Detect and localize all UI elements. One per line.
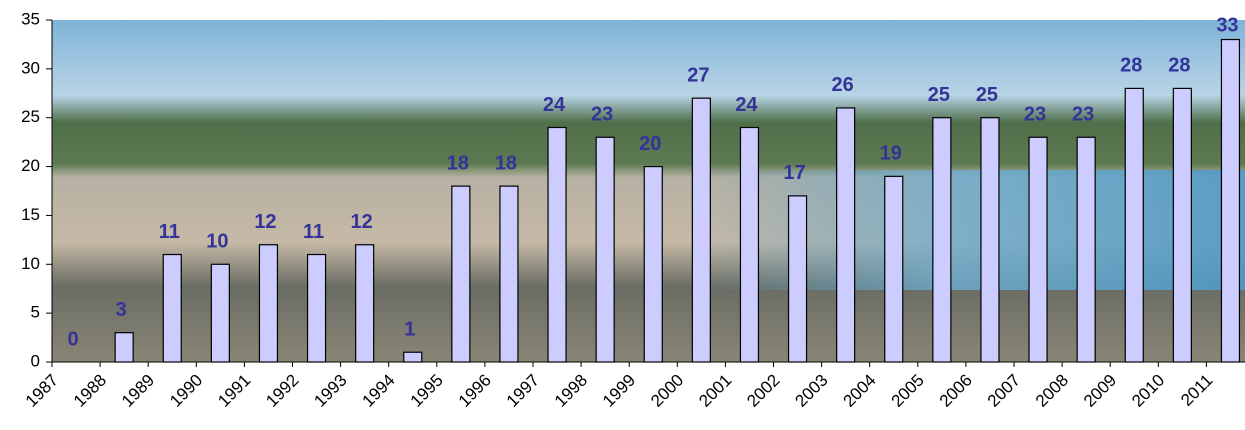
- value-label: 25: [976, 84, 998, 106]
- x-tick-label: 2003: [791, 371, 831, 411]
- bar: [643, 165, 663, 363]
- y-tick-label: 35: [21, 9, 40, 28]
- y-tick-label: 25: [21, 107, 40, 126]
- y-tick-label: 0: [31, 351, 40, 370]
- y-tick-label: 20: [21, 156, 40, 175]
- x-tick-label: 2001: [695, 371, 735, 411]
- x-tick-label: 1990: [166, 371, 206, 411]
- x-tick-label: 1993: [310, 371, 350, 411]
- value-label: 23: [1072, 104, 1094, 126]
- x-tick-label: 1999: [599, 371, 639, 411]
- value-label: 19: [880, 143, 902, 165]
- bar: [1076, 136, 1096, 363]
- value-label: 23: [1024, 104, 1046, 126]
- y-tick-label: 30: [21, 58, 40, 77]
- x-tick-label: 2002: [743, 371, 783, 411]
- bar: [451, 185, 471, 363]
- y-tick-label: 15: [21, 205, 40, 224]
- bar: [547, 126, 567, 363]
- x-tick-label: 1994: [359, 371, 399, 411]
- bar: [1028, 136, 1048, 363]
- value-label: 28: [1120, 55, 1142, 77]
- value-label: 24: [735, 94, 758, 116]
- value-label: 17: [783, 162, 805, 184]
- value-label: 27: [687, 64, 709, 86]
- x-tick-label: 2004: [840, 371, 880, 411]
- value-label: 33: [1216, 14, 1238, 36]
- x-tick-label: 1996: [455, 371, 495, 411]
- value-label: 18: [447, 152, 469, 174]
- y-tick-label: 5: [31, 303, 40, 322]
- x-tick-label: 2007: [984, 371, 1024, 411]
- x-tick-label: 2000: [647, 371, 687, 411]
- value-label: 12: [254, 211, 276, 233]
- bar: [114, 332, 134, 363]
- bar: [499, 185, 519, 363]
- x-tick-label: 2008: [1032, 371, 1072, 411]
- bar: [595, 136, 615, 363]
- bar: [210, 263, 230, 363]
- bar: [739, 126, 760, 363]
- y-tick-label: 10: [21, 254, 40, 273]
- bar: [403, 351, 423, 363]
- bar: [1220, 38, 1241, 363]
- bar: [1172, 87, 1192, 363]
- bar: [162, 253, 182, 363]
- bar: [258, 244, 279, 363]
- bar: [1124, 87, 1144, 363]
- x-tick-label: 2010: [1128, 371, 1168, 411]
- x-tick-label: 2006: [936, 371, 976, 411]
- bar: [980, 117, 1000, 363]
- value-label: 3: [116, 299, 127, 321]
- bar: [836, 107, 856, 363]
- bar: [355, 244, 375, 363]
- value-label: 18: [495, 152, 517, 174]
- x-tick-label: 1997: [503, 371, 543, 411]
- value-label: 11: [159, 221, 180, 243]
- x-tick-label: 1991: [214, 371, 254, 411]
- x-tick-label: 2009: [1080, 371, 1120, 411]
- value-label: 25: [928, 84, 950, 106]
- value-label: 10: [206, 231, 228, 253]
- bar: [787, 195, 808, 363]
- x-tick-label: 1995: [407, 371, 447, 411]
- value-label: 1: [404, 319, 415, 341]
- bar: [884, 175, 904, 363]
- value-label: 24: [543, 94, 566, 116]
- bar: [691, 97, 711, 363]
- value-label: 12: [351, 211, 373, 233]
- bar: [932, 117, 952, 363]
- value-label: 23: [591, 104, 613, 126]
- x-tick-label: 2011: [1177, 371, 1216, 410]
- x-tick-label: 2005: [888, 371, 928, 411]
- value-label: 20: [639, 133, 661, 155]
- value-label: 26: [832, 74, 854, 96]
- x-tick-label: 1989: [118, 371, 158, 411]
- x-tick-label: 1992: [262, 371, 302, 411]
- value-label: 28: [1168, 55, 1190, 77]
- value-label: 11: [303, 221, 324, 243]
- x-tick-label: 1988: [70, 371, 110, 411]
- value-label: 0: [67, 328, 78, 350]
- x-tick-label: 1998: [551, 371, 591, 411]
- x-tick-label: 1987: [22, 371, 62, 411]
- bar: [306, 253, 327, 363]
